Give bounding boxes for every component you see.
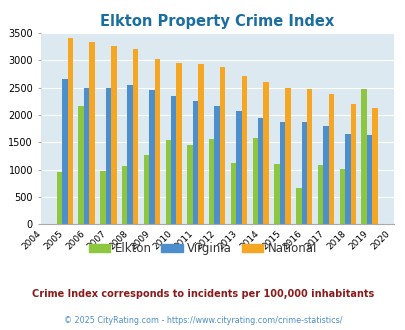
- Bar: [192, 101, 198, 224]
- Bar: [100, 171, 105, 224]
- Bar: [350, 104, 355, 224]
- Bar: [317, 165, 322, 224]
- Bar: [263, 82, 268, 224]
- Bar: [122, 166, 127, 224]
- Bar: [306, 88, 312, 224]
- Bar: [165, 140, 171, 224]
- Bar: [171, 96, 176, 224]
- Bar: [360, 89, 366, 224]
- Bar: [339, 169, 344, 224]
- Bar: [214, 106, 220, 224]
- Bar: [149, 90, 154, 224]
- Bar: [187, 145, 192, 224]
- Title: Elkton Property Crime Index: Elkton Property Crime Index: [100, 14, 333, 29]
- Bar: [328, 94, 333, 224]
- Bar: [154, 59, 160, 224]
- Bar: [57, 173, 62, 224]
- Bar: [285, 88, 290, 224]
- Bar: [143, 155, 149, 224]
- Bar: [301, 122, 306, 224]
- Bar: [67, 38, 73, 224]
- Bar: [220, 67, 225, 224]
- Bar: [127, 85, 132, 224]
- Bar: [132, 49, 138, 224]
- Legend: Elkton, Virginia, National: Elkton, Virginia, National: [84, 237, 321, 260]
- Bar: [344, 134, 350, 224]
- Bar: [62, 80, 67, 224]
- Text: Crime Index corresponds to incidents per 100,000 inhabitants: Crime Index corresponds to incidents per…: [32, 289, 373, 299]
- Bar: [241, 76, 247, 224]
- Bar: [366, 135, 371, 224]
- Bar: [78, 106, 84, 224]
- Bar: [111, 46, 116, 224]
- Text: © 2025 CityRating.com - https://www.cityrating.com/crime-statistics/: © 2025 CityRating.com - https://www.city…: [64, 316, 341, 325]
- Bar: [258, 118, 263, 224]
- Bar: [84, 88, 89, 224]
- Bar: [252, 138, 258, 224]
- Bar: [176, 63, 181, 224]
- Bar: [279, 122, 285, 224]
- Bar: [322, 126, 328, 224]
- Bar: [105, 88, 111, 224]
- Bar: [236, 111, 241, 224]
- Bar: [209, 139, 214, 224]
- Bar: [230, 163, 236, 224]
- Bar: [295, 188, 301, 224]
- Bar: [198, 64, 203, 224]
- Bar: [89, 42, 94, 224]
- Bar: [371, 109, 377, 224]
- Bar: [274, 164, 279, 224]
